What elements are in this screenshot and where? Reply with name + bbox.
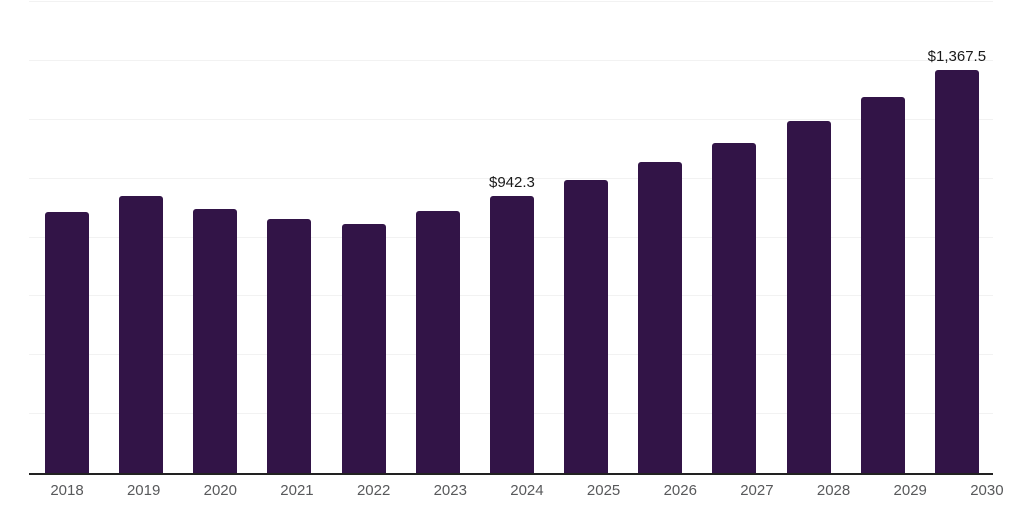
- gridline-1000: [29, 177, 993, 179]
- bar-2022: [341, 223, 386, 473]
- bar-column-2024: $942.3: [488, 2, 535, 473]
- bar-column-2028: [786, 2, 831, 473]
- bar-column-2030: $1,367.5: [928, 2, 986, 473]
- bar-column-2025: [564, 2, 609, 473]
- x-tick-label-2023: 2023: [433, 482, 467, 499]
- bar-2029: [860, 97, 905, 473]
- bar-2024: [489, 195, 534, 473]
- bar-2025: [564, 179, 609, 473]
- x-tick-label-2026: 2026: [663, 482, 697, 499]
- x-tick-label-2021: 2021: [280, 482, 314, 499]
- x-tick-label-2030: 2030: [970, 482, 1004, 499]
- plot-area: $942.3 $1,367.5: [29, 1, 993, 475]
- x-tick-label-2029: 2029: [893, 482, 927, 499]
- x-tick-label-2020: 2020: [203, 482, 237, 499]
- gridline-1200: [29, 118, 993, 120]
- x-tick-label-2024: 2024: [510, 482, 544, 499]
- x-tick-label-2028: 2028: [816, 482, 851, 499]
- bar-column-2022: [341, 2, 386, 473]
- bar-value-label-2030: $1,367.5: [927, 48, 987, 66]
- x-axis-labels: 2018 2019 2020 2021 2022 2023 2024 2025 2026 2027…: [29, 482, 1023, 499]
- bar-2019: [119, 196, 164, 473]
- bars-row: $942.3 $1,367.5: [29, 2, 993, 473]
- bar-2030: [934, 70, 979, 473]
- bar-2020: [193, 208, 238, 473]
- bar-column-2023: [415, 2, 460, 473]
- x-tick-label-2018: 2018: [50, 482, 84, 499]
- bar-value-label-2024: $942.3: [488, 173, 535, 191]
- bar-2028: [786, 121, 831, 473]
- bar-2026: [638, 162, 683, 473]
- x-tick-label-2019: 2019: [126, 482, 161, 499]
- bar-column-2021: [267, 2, 312, 473]
- bar-2023: [415, 210, 460, 473]
- bar-column-2018: [45, 2, 89, 473]
- bar-column-2029: [860, 2, 905, 473]
- bar-column-2027: [712, 2, 757, 473]
- bar-2027: [712, 143, 757, 473]
- x-tick-label-2022: 2022: [356, 482, 391, 499]
- gridline-1600: [29, 1, 993, 2]
- gridline-1400: [29, 59, 993, 61]
- bar-column-2026: [638, 2, 683, 473]
- bar-column-2020: [193, 2, 238, 473]
- bar-2018: [45, 211, 89, 473]
- x-tick-label-2025: 2025: [586, 482, 621, 499]
- bar-2021: [267, 218, 312, 473]
- bar-column-2019: [119, 2, 164, 473]
- x-tick-label-2027: 2027: [740, 482, 774, 499]
